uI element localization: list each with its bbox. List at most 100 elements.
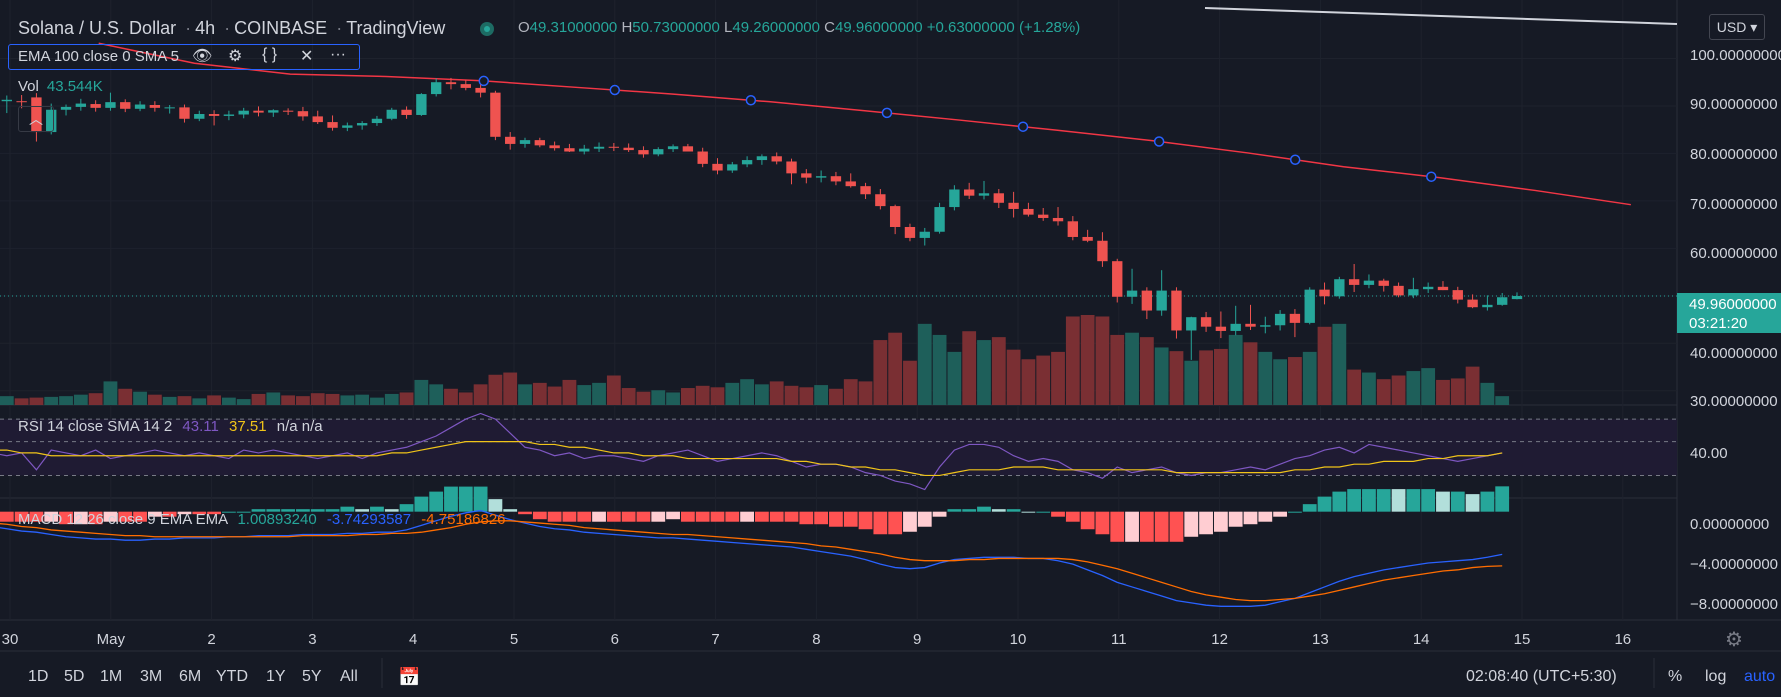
chevron-down-icon: ▾: [1750, 19, 1758, 35]
candle-body: [1141, 290, 1153, 311]
macd-histogram-bar: [1213, 511, 1228, 532]
change-value: +0.63000000 (+1.28%): [926, 19, 1081, 36]
candle-body: [919, 231, 930, 238]
volume-bar: [829, 388, 843, 405]
time-axis-label: 9: [913, 631, 921, 648]
volume-bar: [1391, 375, 1406, 405]
volume-bar: [903, 360, 917, 405]
candle-body: [1437, 286, 1449, 291]
macd-histogram-bar: [1021, 511, 1036, 513]
log-toggle[interactable]: log: [1705, 668, 1727, 685]
macd-histogram-bar: [1228, 511, 1243, 527]
candle-body: [593, 146, 605, 149]
currency-select[interactable]: USD ▾: [1709, 14, 1765, 40]
volume-bar: [1051, 351, 1065, 405]
rsi-line: [0, 412, 1503, 491]
candle-body: [1067, 221, 1079, 237]
volume-bar: [947, 351, 962, 405]
ema-marker: [745, 94, 757, 106]
volume-bar: [370, 397, 384, 405]
candle-body: [16, 101, 27, 103]
candle-body: [475, 87, 486, 93]
volume-bar: [755, 384, 769, 405]
price-axis-label: 40.00000000: [1690, 345, 1778, 362]
volume-bar: [1347, 369, 1362, 405]
volume-label: Vol: [18, 78, 39, 95]
candle-body: [830, 176, 842, 182]
volume-bar: [1495, 396, 1510, 405]
candle-body: [1156, 290, 1167, 311]
collapse-legend-button[interactable]: ︿: [18, 106, 54, 132]
time-axis-label: 14: [1413, 631, 1430, 648]
ema-legend-box[interactable]: [8, 44, 360, 70]
time-axis-label: 11: [1111, 631, 1127, 648]
chart-settings-gear-icon[interactable]: ⚙: [1725, 629, 1743, 651]
calendar-icon[interactable]: 📅: [398, 667, 421, 687]
macd-histogram-bar: [621, 511, 636, 522]
macd-histogram-bar: [118, 511, 133, 522]
price-axis-label: 90.00000000: [1690, 96, 1778, 113]
candle-body: [667, 146, 679, 150]
volume-bar: [562, 379, 577, 405]
price-axis-label: 70.00000000: [1690, 196, 1778, 213]
candle-body: [1378, 280, 1389, 286]
candle-body: [712, 163, 723, 171]
candle-body: [1260, 325, 1271, 327]
candle-body: [386, 109, 397, 119]
auto-toggle[interactable]: auto: [1744, 668, 1776, 685]
macd-histogram-bar: [740, 511, 754, 522]
interval[interactable]: 4h: [195, 18, 216, 38]
macd-histogram-bar: [1051, 511, 1065, 517]
candle-body: [889, 206, 901, 227]
eye-icon[interactable]: 👁: [192, 48, 213, 65]
price-axis-label: 60.00000000: [1690, 245, 1778, 262]
ema-marker: [1289, 154, 1301, 166]
range-button-3m[interactable]: 3M: [140, 668, 163, 685]
range-button-1d[interactable]: 1D: [28, 668, 49, 685]
rsi-label: RSI 14 close SMA 14 2: [18, 418, 173, 435]
candle-body: [786, 161, 797, 174]
currency-value: USD: [1716, 19, 1747, 35]
open-value: 49.31000000: [529, 19, 618, 36]
macd-histogram-bar: [59, 511, 73, 525]
ema-marker: [881, 107, 893, 119]
range-button-5y[interactable]: 5Y: [302, 668, 322, 685]
volume-bar: [1006, 349, 1021, 405]
volume-bar: [0, 396, 14, 405]
gear-icon[interactable]: ⚙: [228, 48, 243, 65]
macd-histogram-bar: [1288, 511, 1302, 513]
range-button-ytd[interactable]: YTD: [216, 668, 248, 685]
macd-histogram-bar: [518, 511, 532, 515]
macd-histogram-bar: [251, 509, 266, 512]
candle-body: [327, 122, 338, 128]
macd-histogram-bar: [370, 506, 384, 512]
range-button-5d[interactable]: 5D: [64, 668, 85, 685]
range-button-1m[interactable]: 1M: [100, 668, 123, 685]
close-icon[interactable]: ✕: [300, 48, 314, 65]
low-value: 49.26000000: [732, 19, 820, 36]
ema-legend-label: EMA 100 close 0 SMA 5: [18, 48, 179, 65]
volume-bar: [29, 397, 44, 405]
macd-axis-label: −4.00000000: [1690, 556, 1779, 573]
volume-bar: [621, 388, 636, 405]
range-button-1y[interactable]: 1Y: [266, 668, 286, 685]
source-code-icon[interactable]: { }: [262, 46, 278, 63]
volume-bar: [503, 372, 518, 405]
close-label: C: [824, 19, 835, 36]
more-icon[interactable]: ···: [330, 46, 346, 63]
macd-histogram-bar: [1139, 511, 1154, 542]
clock[interactable]: 02:08:40 (UTC+5:30): [1466, 668, 1617, 685]
range-button-all[interactable]: All: [340, 668, 358, 685]
percent-toggle[interactable]: %: [1668, 668, 1683, 685]
candle-body: [682, 146, 694, 152]
volume-bar: [14, 398, 29, 405]
volume-bar: [917, 323, 932, 405]
candle-body: [134, 104, 146, 109]
range-button-6m[interactable]: 6M: [179, 668, 202, 685]
candle-body: [460, 84, 471, 88]
macd-histogram-bar: [1243, 511, 1258, 525]
volume-bar: [1258, 351, 1273, 405]
macd-histogram-bar: [503, 509, 518, 512]
candle-body: [845, 181, 856, 187]
